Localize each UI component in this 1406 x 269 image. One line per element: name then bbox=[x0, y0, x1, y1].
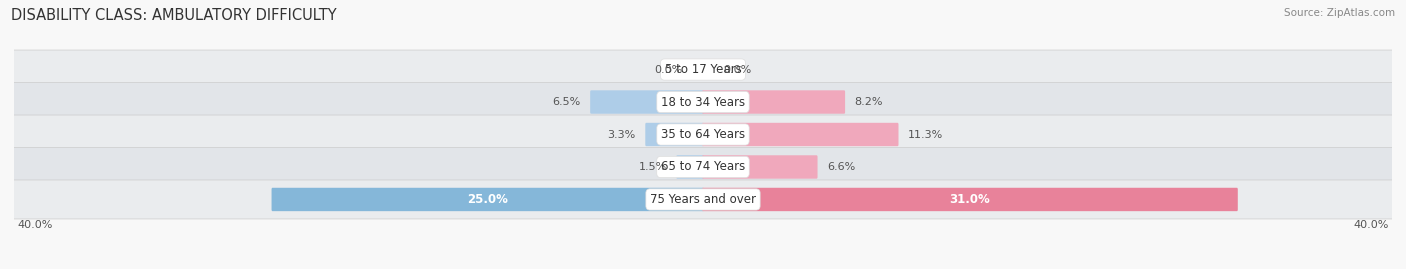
Text: 40.0%: 40.0% bbox=[1353, 220, 1389, 230]
FancyBboxPatch shape bbox=[702, 123, 898, 146]
Text: 3.3%: 3.3% bbox=[607, 129, 636, 140]
Text: 40.0%: 40.0% bbox=[17, 220, 53, 230]
Text: 25.0%: 25.0% bbox=[467, 193, 508, 206]
FancyBboxPatch shape bbox=[702, 90, 845, 114]
Text: 31.0%: 31.0% bbox=[949, 193, 990, 206]
Text: 1.5%: 1.5% bbox=[638, 162, 666, 172]
FancyBboxPatch shape bbox=[6, 115, 1400, 154]
Text: 11.3%: 11.3% bbox=[908, 129, 943, 140]
FancyBboxPatch shape bbox=[591, 90, 704, 114]
FancyBboxPatch shape bbox=[6, 50, 1400, 89]
Text: DISABILITY CLASS: AMBULATORY DIFFICULTY: DISABILITY CLASS: AMBULATORY DIFFICULTY bbox=[11, 8, 337, 23]
FancyBboxPatch shape bbox=[645, 123, 704, 146]
FancyBboxPatch shape bbox=[702, 188, 1237, 211]
Text: 75 Years and over: 75 Years and over bbox=[650, 193, 756, 206]
Legend: Male, Female: Male, Female bbox=[643, 264, 763, 269]
Text: 5 to 17 Years: 5 to 17 Years bbox=[665, 63, 741, 76]
FancyBboxPatch shape bbox=[271, 188, 704, 211]
FancyBboxPatch shape bbox=[6, 147, 1400, 186]
Text: 35 to 64 Years: 35 to 64 Years bbox=[661, 128, 745, 141]
Text: 8.2%: 8.2% bbox=[855, 97, 883, 107]
Text: 0.0%: 0.0% bbox=[654, 65, 682, 75]
FancyBboxPatch shape bbox=[676, 155, 704, 179]
Text: 6.6%: 6.6% bbox=[827, 162, 855, 172]
FancyBboxPatch shape bbox=[6, 180, 1400, 219]
Text: 6.5%: 6.5% bbox=[553, 97, 581, 107]
Text: 65 to 74 Years: 65 to 74 Years bbox=[661, 161, 745, 174]
Text: Source: ZipAtlas.com: Source: ZipAtlas.com bbox=[1284, 8, 1395, 18]
Text: 0.0%: 0.0% bbox=[724, 65, 752, 75]
Text: 18 to 34 Years: 18 to 34 Years bbox=[661, 95, 745, 108]
FancyBboxPatch shape bbox=[702, 155, 817, 179]
FancyBboxPatch shape bbox=[6, 83, 1400, 122]
